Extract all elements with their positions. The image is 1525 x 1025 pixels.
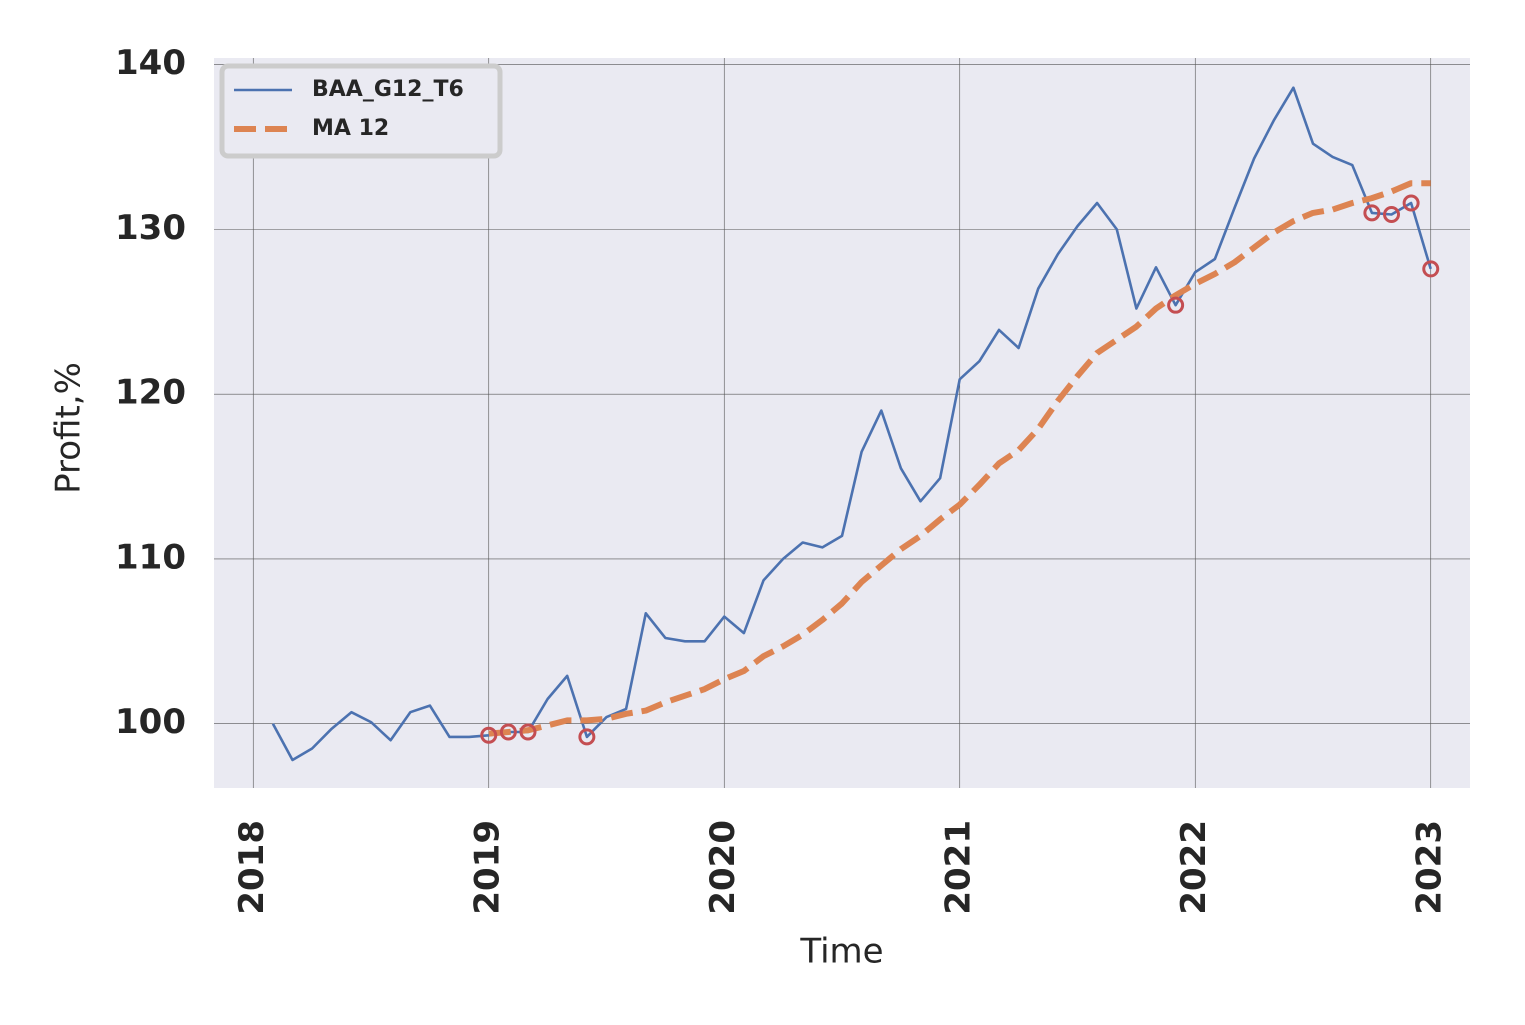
legend-label: BAA_G12_T6 (312, 77, 464, 102)
marker (1363, 204, 1381, 222)
marker (1402, 194, 1420, 212)
x-tick-label: 2023 (1409, 820, 1449, 915)
marker (578, 728, 596, 746)
x-tick-label: 2022 (1174, 820, 1214, 915)
legend: BAA_G12_T6 MA 12 (219, 63, 503, 159)
y-tick-label: 110 (115, 537, 186, 577)
marker (519, 723, 537, 741)
marker (499, 723, 517, 741)
y-tick-label: 140 (115, 43, 186, 83)
x-tick-label: 2019 (467, 820, 507, 915)
x-axis-label: Time (799, 932, 883, 972)
y-tick-label: 100 (115, 702, 186, 742)
marker (480, 726, 498, 744)
marker (1383, 206, 1400, 224)
series-line (271, 86, 1432, 762)
marker (1422, 260, 1440, 278)
marker (1167, 296, 1185, 314)
x-tick-label: 2021 (938, 820, 978, 915)
legend-box (219, 63, 503, 159)
legend-label: MA 12 (312, 116, 389, 141)
x-tick-label: 2020 (703, 820, 743, 915)
y-tick-label: 120 (115, 373, 186, 413)
x-tick-label: 2018 (232, 820, 272, 915)
y-axis-label: Profit,% (49, 362, 89, 494)
y-tick-label: 130 (115, 208, 186, 248)
series-line (488, 180, 1431, 737)
plot-background (214, 58, 1470, 788)
